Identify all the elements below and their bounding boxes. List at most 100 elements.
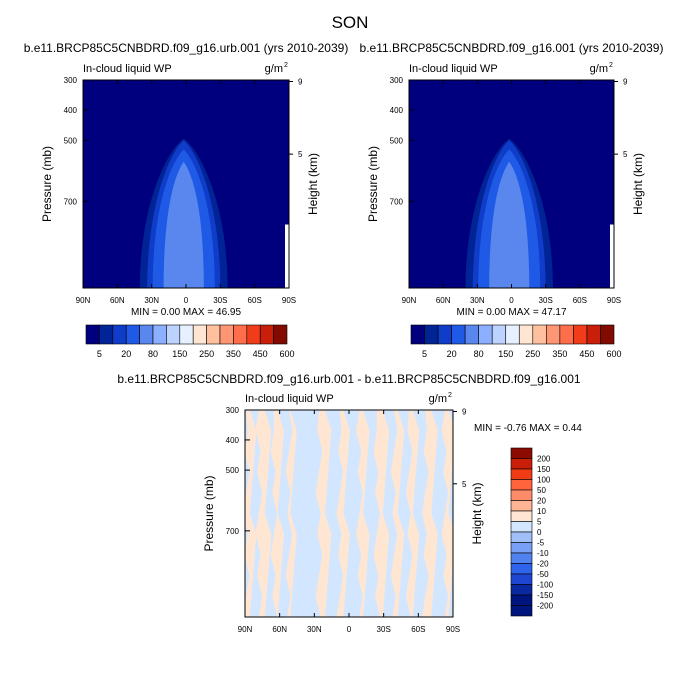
colorbar-tick-label: 5 [537, 518, 542, 527]
colorbar-tick-label: 250 [199, 349, 214, 359]
colorbar-swatch [510, 521, 533, 533]
y-tick-label: 400 [64, 106, 78, 115]
panel-title: b.e11.BRCP85C5CNBDRD.f09_g16.urb.001 (yr… [24, 41, 349, 55]
y-right-tick-label: 5 [298, 150, 303, 159]
units-exponent: 2 [609, 62, 613, 69]
colorbar-swatch [478, 324, 493, 345]
colorbar-tick-label: 10 [537, 507, 546, 516]
min-max-stats: MIN = 0.00 MAX = 46.95 [131, 307, 241, 318]
colorbar-swatch [510, 542, 533, 554]
y-tick-label: 500 [64, 136, 78, 145]
colorbar-swatch [510, 479, 533, 491]
y-right-tick-label: 9 [462, 407, 467, 416]
colorbar-tick-label: 80 [148, 349, 158, 359]
y-right-tick-label: 9 [298, 78, 303, 87]
y-axis-title: Pressure (mb) [202, 475, 216, 551]
colorbar-swatch [510, 573, 533, 585]
colorbar-tick-label: 0 [537, 528, 542, 537]
colorbar-tick-label: 20 [121, 349, 131, 359]
colorbar-tick-label: -200 [537, 602, 554, 611]
colorbar-swatch [410, 324, 425, 345]
missing-data-strip [610, 224, 614, 288]
positive-anomaly-band [255, 410, 272, 617]
colorbar-swatch [246, 324, 261, 345]
variable-label: In-cloud liquid WP [245, 393, 334, 405]
colorbar-tick-label: 600 [279, 349, 294, 359]
colorbar-swatch [510, 468, 533, 480]
plot-area [245, 410, 453, 617]
colorbar-tick-label: -10 [537, 549, 549, 558]
colorbar-swatch [505, 324, 520, 345]
units-exponent: 2 [448, 392, 452, 399]
variable-label: In-cloud liquid WP [409, 63, 498, 75]
colorbar-tick-label: 450 [579, 349, 594, 359]
colorbar-swatch [510, 563, 533, 575]
positive-anomaly-band [390, 410, 405, 617]
colorbar-swatch [510, 605, 533, 617]
colorbar-swatch [518, 324, 534, 345]
min-max-stats: MIN = -0.76 MAX = 0.44 [474, 423, 582, 434]
min-max-stats: MIN = 0.00 MAX = 47.17 [456, 307, 566, 318]
y-right-axis-title: Height (km) [470, 482, 484, 544]
colorbar-swatch [206, 324, 221, 345]
positive-anomaly-band [405, 410, 420, 617]
colorbar-swatch [510, 584, 533, 596]
units-label: g/m [590, 63, 608, 75]
positive-anomaly-band [373, 410, 390, 617]
x-tick-label: 90S [607, 296, 621, 305]
colorbar-tick-label: 5 [97, 349, 102, 359]
colorbar-swatch [437, 324, 452, 345]
x-tick-label: 30N [307, 625, 322, 634]
panel-title: b.e11.BRCP85C5CNBDRD.f09_g16.001 (yrs 20… [360, 41, 664, 55]
positive-anomaly-band [441, 410, 453, 617]
y-right-tick-label: 9 [623, 78, 628, 87]
colorbar-swatch [573, 324, 588, 345]
x-tick-label: 90N [238, 625, 253, 634]
x-tick-label: 60N [436, 296, 451, 305]
missing-data-strip [285, 224, 289, 288]
x-tick-label: 0 [347, 625, 352, 634]
x-tick-label: 90N [76, 296, 91, 305]
colorbar-swatch [510, 510, 533, 522]
colorbar-swatch [139, 324, 154, 345]
colorbar-swatch [273, 324, 288, 345]
x-tick-label: 60N [272, 625, 287, 634]
x-tick-label: 60S [248, 296, 262, 305]
colorbar-swatch [491, 324, 507, 345]
colorbar-tick-label: 20 [447, 349, 457, 359]
colorbar-tick-label: 50 [537, 486, 546, 495]
x-tick-label: 30S [213, 296, 227, 305]
x-tick-label: 30S [377, 625, 391, 634]
y-tick-label: 300 [390, 76, 404, 85]
colorbar-swatch [510, 531, 533, 543]
colorbar-swatch [600, 324, 615, 345]
colorbar-tick-label: -50 [537, 570, 549, 579]
y-axis-title: Pressure (mb) [366, 146, 380, 222]
positive-anomaly-band [422, 410, 438, 617]
x-tick-label: 60S [573, 296, 587, 305]
colorbar-swatch [192, 324, 207, 345]
y-tick-label: 700 [64, 197, 78, 206]
panel-title: b.e11.BRCP85C5CNBDRD.f09_g16.urb.001 - b… [117, 372, 580, 386]
colorbar-swatch [219, 324, 234, 345]
colorbar-swatch [510, 489, 533, 501]
colorbar-swatch [451, 324, 466, 345]
y-right-tick-label: 5 [462, 480, 467, 489]
colorbar-swatch [532, 324, 547, 345]
positive-anomaly-band [245, 410, 257, 617]
y-tick-label: 300 [226, 406, 240, 415]
colorbar-swatch [179, 324, 194, 345]
x-tick-label: 30N [470, 296, 485, 305]
colorbar-swatch [99, 324, 114, 345]
y-right-axis-title: Height (km) [631, 153, 645, 215]
x-tick-label: 60N [110, 296, 125, 305]
plot-area [83, 80, 289, 288]
colorbar-tick-label: 150 [537, 465, 551, 474]
colorbar-tick-label: 80 [474, 349, 484, 359]
y-tick-label: 500 [226, 466, 240, 475]
y-tick-label: 400 [390, 106, 404, 115]
x-tick-label: 0 [184, 296, 189, 305]
positive-anomaly-band [336, 410, 350, 617]
y-tick-label: 300 [64, 76, 78, 85]
